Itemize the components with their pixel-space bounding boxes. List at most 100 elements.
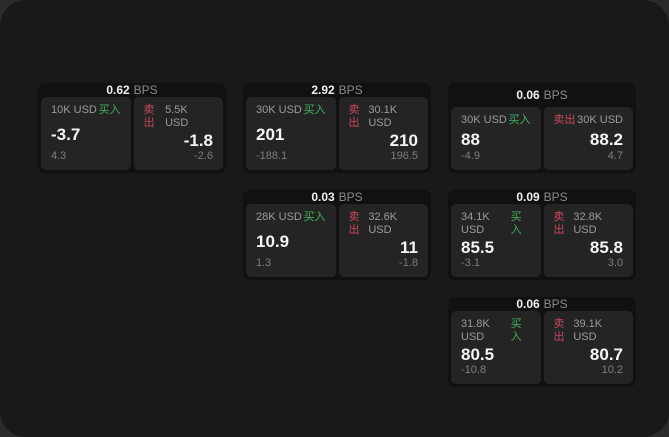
buy-change: -3.1 xyxy=(461,257,480,269)
sell-panel-header: 卖出 5.5K USD xyxy=(144,104,214,130)
sell-action-label: 卖出 xyxy=(553,114,576,126)
card-bps-header: 2.92 BPS xyxy=(243,83,431,97)
buy-panel[interactable]: 10K USD 买入 -3.7 4.3 xyxy=(41,97,131,170)
sell-change: -1.8 xyxy=(399,257,418,269)
card-bps-header: 0.06 BPS xyxy=(448,297,636,311)
buy-action-label: 买入 xyxy=(508,114,531,126)
card-body: 30K USD 买入 201 -188.1 卖出 30.1K USD 210 1… xyxy=(243,97,431,173)
buy-price: 10.9 xyxy=(256,231,290,251)
buy-price: -3.7 xyxy=(51,124,81,144)
buy-price: 80.5 xyxy=(461,345,495,364)
bps-unit-label: BPS xyxy=(543,88,568,102)
buy-price: 85.5 xyxy=(461,238,495,257)
card-body: 10K USD 买入 -3.7 4.3 卖出 5.5K USD -1.8 -2.… xyxy=(38,97,226,173)
buy-panel[interactable]: 31.8K USD 买入 80.5 -10.8 xyxy=(451,311,541,384)
bps-unit-label: BPS xyxy=(338,190,363,204)
sell-price: 11 xyxy=(400,238,418,257)
sell-action-label: 卖出 xyxy=(143,104,155,129)
sell-size-label: 30K USD xyxy=(577,114,623,126)
buy-change: 4.3 xyxy=(51,150,67,162)
buy-panel-header: 30K USD 买入 xyxy=(461,114,531,127)
bps-value: 0.03 xyxy=(311,190,335,204)
sell-price: 210 xyxy=(389,131,418,150)
sell-panel[interactable]: 卖出 5.5K USD -1.8 -2.6 xyxy=(133,97,223,170)
sell-price: 80.7 xyxy=(589,345,623,364)
buy-size-label: 10K USD xyxy=(51,104,97,116)
sell-size-label: 32.6K USD xyxy=(368,211,398,236)
sell-panel[interactable]: 卖出 30K USD 88.2 4.7 xyxy=(543,107,633,170)
buy-panel[interactable]: 34.1K USD 买入 85.5 -3.1 xyxy=(451,204,541,277)
bps-value: 0.06 xyxy=(516,297,540,311)
buy-change: -4.9 xyxy=(461,150,480,162)
sell-panel[interactable]: 卖出 39.1K USD 80.7 10.2 xyxy=(543,311,633,384)
card-bps-header: 0.09 BPS xyxy=(448,190,636,204)
bps-unit-label: BPS xyxy=(338,83,363,97)
buy-action-label: 买入 xyxy=(510,211,522,236)
cards-grid: 0.62 BPS 10K USD 买入 -3.7 4.3 卖出 5.5K USD… xyxy=(38,83,636,387)
sell-change: 4.7 xyxy=(607,150,623,162)
sell-change: 3.0 xyxy=(607,257,623,269)
buy-panel-header: 31.8K USD 买入 xyxy=(461,318,531,344)
sell-action-label: 卖出 xyxy=(553,211,565,236)
buy-size-label: 34.1K USD xyxy=(461,211,490,236)
sell-panel-header: 卖出 32.6K USD xyxy=(349,211,419,237)
sell-panel[interactable]: 卖出 30.1K USD 210 196.5 xyxy=(338,97,428,170)
sell-change: 10.2 xyxy=(601,364,623,376)
quote-card: 0.09 BPS 34.1K USD 买入 85.5 -3.1 卖出 32.8K… xyxy=(448,190,636,280)
sell-size-label: 32.8K USD xyxy=(573,211,603,236)
buy-change: -10.8 xyxy=(461,364,487,376)
sell-panel-header: 卖出 30.1K USD xyxy=(349,104,419,130)
sell-action-label: 卖出 xyxy=(553,318,565,343)
buy-panel-header: 34.1K USD 买入 xyxy=(461,211,531,237)
buy-size-label: 30K USD xyxy=(256,104,302,116)
sell-panel[interactable]: 卖出 32.8K USD 85.8 3.0 xyxy=(543,204,633,277)
card-bps-header: 0.06 BPS xyxy=(448,83,636,107)
quote-card: 2.92 BPS 30K USD 买入 201 -188.1 卖出 30.1K … xyxy=(243,83,431,173)
bps-value: 0.62 xyxy=(106,83,130,97)
quote-card: 0.03 BPS 28K USD 买入 10.9 1.3 卖出 32.6K US… xyxy=(243,190,431,280)
buy-change: 1.3 xyxy=(256,257,272,269)
sell-size-label: 39.1K USD xyxy=(573,318,603,343)
buy-panel[interactable]: 30K USD 买入 88 -4.9 xyxy=(451,107,541,170)
card-body: 34.1K USD 买入 85.5 -3.1 卖出 32.8K USD 85.8… xyxy=(448,204,636,280)
buy-panel-header: 30K USD 买入 xyxy=(256,104,326,117)
sell-price: 85.8 xyxy=(589,238,623,257)
sell-change: -2.6 xyxy=(194,150,213,162)
sell-change: 196.5 xyxy=(390,150,418,162)
buy-action-label: 买入 xyxy=(98,104,121,116)
card-bps-header: 0.62 BPS xyxy=(38,83,226,97)
quote-card: 0.06 BPS 31.8K USD 买入 80.5 -10.8 卖出 39.1… xyxy=(448,297,636,387)
buy-panel[interactable]: 28K USD 买入 10.9 1.3 xyxy=(246,204,336,277)
buy-panel-header: 10K USD 买入 xyxy=(51,104,121,117)
bps-unit-label: BPS xyxy=(543,297,568,311)
buy-panel-header: 28K USD 买入 xyxy=(256,211,326,224)
bps-value: 0.09 xyxy=(516,190,540,204)
card-body: 30K USD 买入 88 -4.9 卖出 30K USD 88.2 4.7 xyxy=(448,107,636,173)
sell-panel[interactable]: 卖出 32.6K USD 11 -1.8 xyxy=(338,204,428,277)
buy-action-label: 买入 xyxy=(303,211,326,223)
buy-size-label: 28K USD xyxy=(256,211,302,223)
buy-panel[interactable]: 30K USD 买入 201 -188.1 xyxy=(246,97,336,170)
sell-price: -1.8 xyxy=(183,131,213,150)
bps-unit-label: BPS xyxy=(543,190,568,204)
buy-change: -188.1 xyxy=(256,150,288,162)
sell-size-label: 5.5K USD xyxy=(165,104,189,129)
bps-value: 2.92 xyxy=(311,83,335,97)
buy-price: 88 xyxy=(461,129,480,149)
bps-value: 0.06 xyxy=(516,88,540,102)
sell-action-label: 卖出 xyxy=(348,104,360,129)
sell-panel-header: 卖出 32.8K USD xyxy=(554,211,624,237)
quote-card: 0.62 BPS 10K USD 买入 -3.7 4.3 卖出 5.5K USD… xyxy=(38,83,226,173)
sell-panel-header: 卖出 39.1K USD xyxy=(554,318,624,344)
buy-action-label: 买入 xyxy=(303,104,326,116)
buy-size-label: 31.8K USD xyxy=(461,318,490,343)
card-body: 31.8K USD 买入 80.5 -10.8 卖出 39.1K USD 80.… xyxy=(448,311,636,387)
buy-size-label: 30K USD xyxy=(461,114,507,126)
bps-unit-label: BPS xyxy=(133,83,158,97)
buy-price: 201 xyxy=(256,124,285,144)
card-bps-header: 0.03 BPS xyxy=(243,190,431,204)
sell-size-label: 30.1K USD xyxy=(368,104,398,129)
sell-price: 88.2 xyxy=(589,129,623,149)
quote-card: 0.06 BPS 30K USD 买入 88 -4.9 卖出 30K USD 8… xyxy=(448,83,636,173)
